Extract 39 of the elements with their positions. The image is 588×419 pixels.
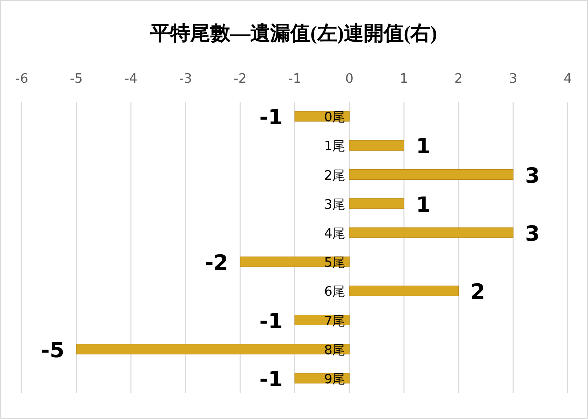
- bar: [349, 228, 514, 238]
- y-tick-label: 7尾: [324, 314, 346, 330]
- chart-title: 平特尾數—遺漏值(左)連開值(右): [150, 23, 438, 45]
- bar: [349, 286, 460, 296]
- data-label: 2: [470, 280, 486, 304]
- y-tick-label: 5尾: [324, 256, 346, 272]
- x-tick-label: -6: [16, 72, 28, 87]
- data-label: -1: [260, 309, 283, 334]
- y-tick-label: 3尾: [324, 198, 346, 213]
- data-label: 1: [416, 134, 431, 159]
- x-tick-label: -5: [70, 72, 84, 87]
- x-tick-label: 1: [400, 72, 408, 87]
- y-tick-label: 0尾: [324, 110, 346, 126]
- data-label: 3: [525, 164, 540, 188]
- data-label: -5: [41, 338, 65, 362]
- bar: [349, 198, 404, 210]
- y-tick-label: 4尾: [324, 226, 346, 242]
- data-label: -1: [260, 106, 283, 130]
- bar: [349, 170, 514, 180]
- data-label: 1: [416, 192, 431, 217]
- y-tick-label: 1尾: [324, 140, 346, 155]
- x-tick-label: -2: [234, 72, 247, 87]
- y-tick-label: 8尾: [324, 343, 346, 358]
- x-tick-label: 0: [345, 72, 354, 87]
- data-label: -1: [260, 367, 283, 392]
- x-tick-label: -1: [288, 72, 302, 87]
- y-tick-label: 9尾: [324, 372, 346, 388]
- x-tick-label: -3: [179, 72, 192, 87]
- bar: [349, 140, 404, 151]
- bar: [76, 344, 350, 355]
- y-tick-label: 2尾: [324, 168, 346, 184]
- x-tick-label: 2: [454, 72, 463, 87]
- bar: [240, 256, 350, 268]
- y-tick-label: 6尾: [324, 285, 346, 300]
- data-label: -2: [205, 251, 228, 276]
- data-label: 3: [525, 222, 540, 246]
- x-tick-label: 3: [509, 72, 518, 87]
- x-tick-label: 4: [564, 72, 572, 87]
- x-tick-label: -4: [124, 72, 138, 87]
